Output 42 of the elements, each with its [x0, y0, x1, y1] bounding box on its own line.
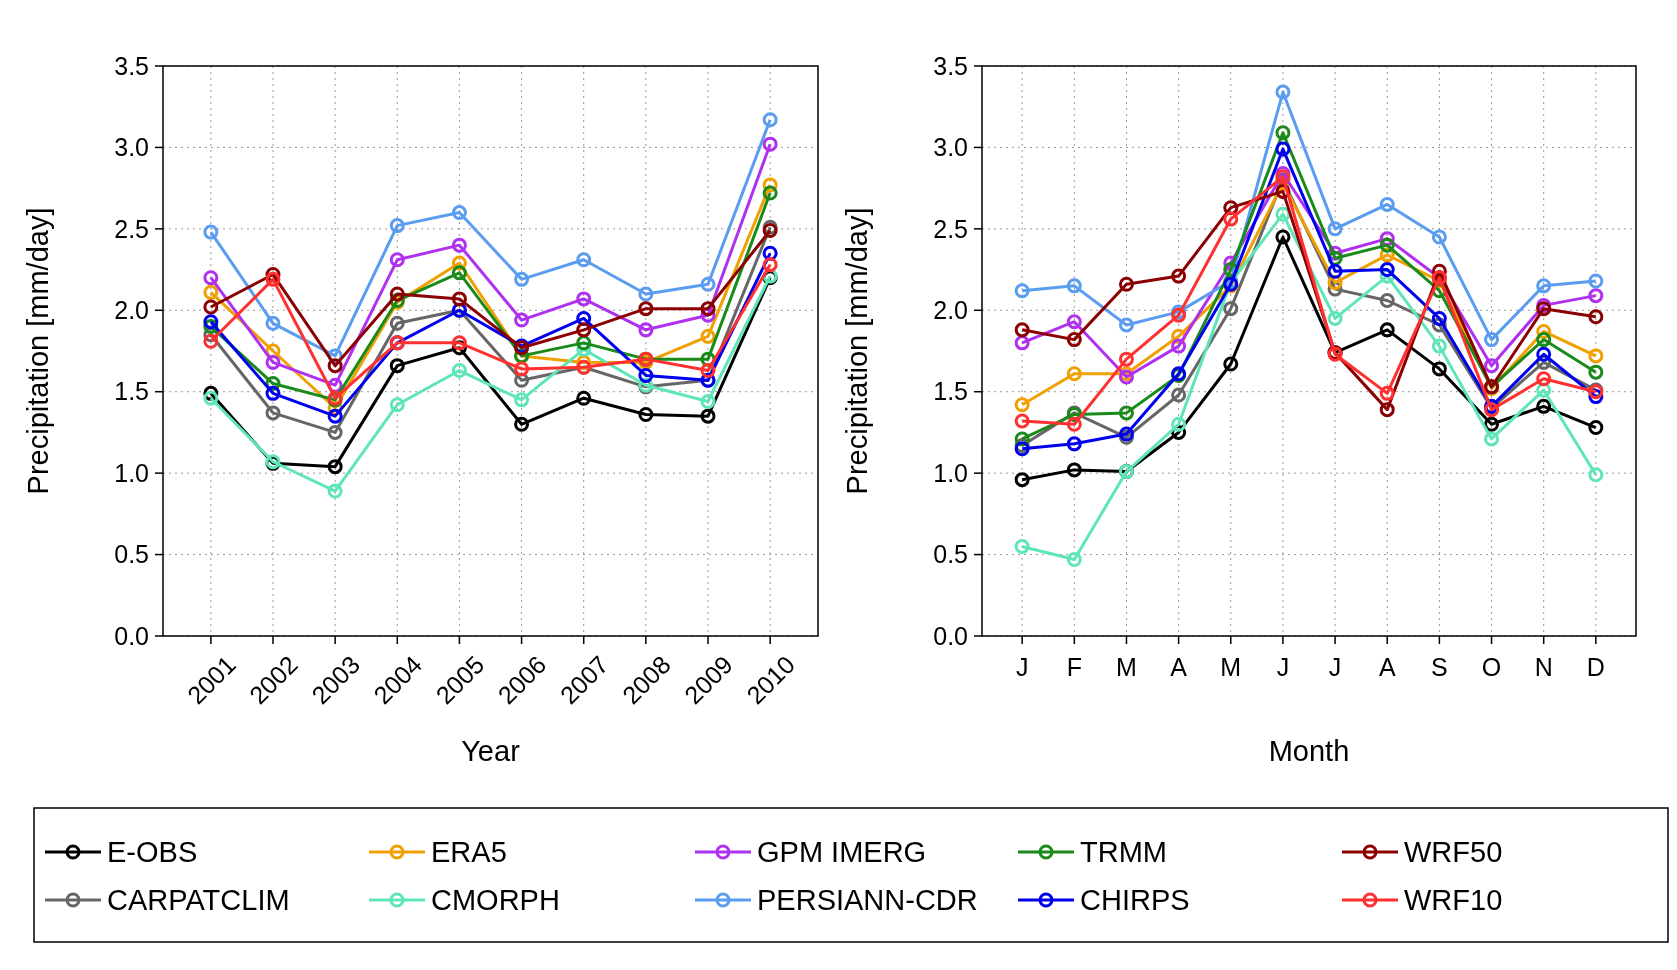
x-axis-title: Month: [1268, 735, 1350, 767]
y-tick-label: 3.5: [114, 51, 149, 80]
y-tick-label: 0.5: [114, 540, 149, 569]
y-tick-label: 0.0: [933, 621, 968, 650]
y-tick-label: 3.5: [933, 51, 968, 80]
y-tick-label: 0.5: [933, 540, 968, 569]
x-tick-label: O: [1481, 653, 1502, 681]
legend-label: CMORPH: [431, 884, 560, 917]
x-tick-label: F: [1066, 653, 1082, 681]
legend-label: CARPATCLIM: [107, 884, 290, 917]
y-tick-label: 2.5: [933, 214, 968, 243]
x-tick-label: J: [1328, 653, 1342, 681]
x-tick-label: J: [1276, 653, 1290, 681]
y-tick-label: 2.0: [933, 296, 968, 325]
legend-label: CHIRPS: [1080, 884, 1190, 917]
legend-label: E-OBS: [107, 836, 198, 869]
y-tick-label: 1.0: [114, 458, 149, 487]
x-tick-label: J: [1015, 653, 1029, 681]
x-tick-label: D: [1586, 653, 1605, 681]
x-tick-label: A: [1378, 653, 1396, 681]
y-tick-label: 3.0: [114, 133, 149, 162]
legend-label: ERA5: [431, 836, 507, 869]
y-axis-title: Precipitation [mm/day]: [841, 207, 873, 495]
legend-label: GPM IMERG: [757, 836, 927, 869]
y-tick-label: 0.0: [114, 621, 149, 650]
x-tick-label: M: [1220, 653, 1242, 681]
x-tick-label: S: [1431, 653, 1448, 681]
y-tick-label: 3.0: [933, 133, 968, 162]
x-tick-label: A: [1170, 653, 1188, 681]
x-axis-title: Year: [461, 735, 521, 767]
y-tick-label: 2.0: [114, 296, 149, 325]
y-tick-label: 1.5: [933, 377, 968, 406]
y-axis-title: Precipitation [mm/day]: [22, 207, 54, 495]
legend-label: WRF50: [1404, 836, 1503, 869]
x-tick-label: N: [1534, 653, 1553, 681]
legend-label: WRF10: [1404, 884, 1503, 917]
x-tick-label: M: [1116, 653, 1137, 681]
y-tick-label: 1.5: [114, 377, 149, 406]
legend-label: TRMM: [1080, 836, 1167, 869]
y-tick-label: 1.0: [933, 458, 968, 487]
y-tick-label: 2.5: [114, 214, 149, 243]
legend-label: PERSIANN-CDR: [757, 884, 978, 917]
